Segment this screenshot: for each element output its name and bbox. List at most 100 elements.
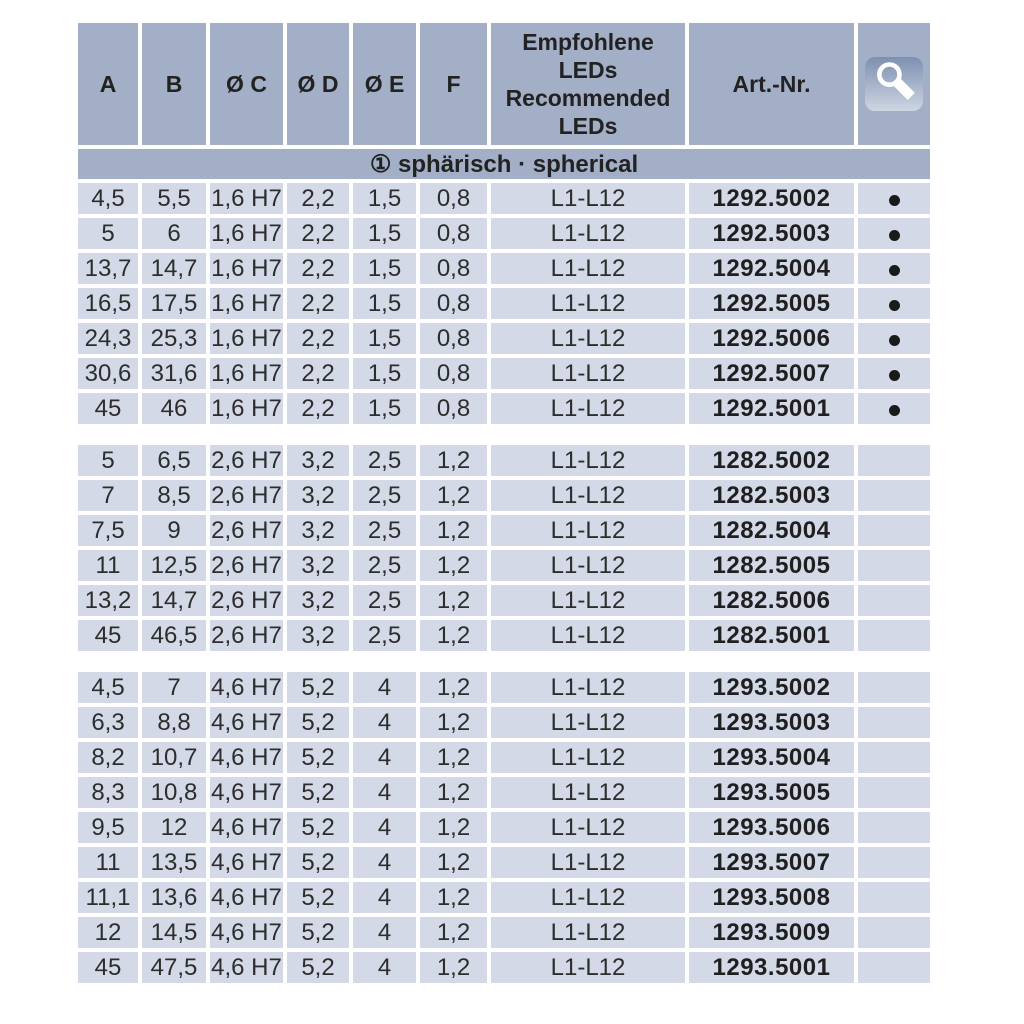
magnifier-icon — [872, 59, 916, 109]
cell-diameter-e: 4 — [353, 952, 416, 983]
cell-f: 1,2 — [420, 707, 487, 738]
col-header-a: A — [78, 23, 138, 145]
cell-diameter-c: 2,6 H7 — [210, 550, 283, 581]
cell-art-nr: 1293.5003 — [689, 707, 854, 738]
cell-availability — [858, 183, 930, 214]
cell-diameter-e: 2,5 — [353, 620, 416, 651]
cell-diameter-d: 2,2 — [287, 183, 349, 214]
cell-diameter-e: 2,5 — [353, 445, 416, 476]
cell-diameter-e: 4 — [353, 742, 416, 773]
cell-a: 9,5 — [78, 812, 138, 843]
cell-diameter-d: 3,2 — [287, 445, 349, 476]
cell-a: 13,7 — [78, 253, 138, 284]
cell-availability — [858, 218, 930, 249]
cell-b: 46,5 — [142, 620, 206, 651]
cell-art-nr: 1292.5002 — [689, 183, 854, 214]
cell-a: 7 — [78, 480, 138, 511]
cell-b: 9 — [142, 515, 206, 546]
cell-f: 1,2 — [420, 515, 487, 546]
group-spacer — [78, 428, 930, 441]
cell-diameter-c: 2,6 H7 — [210, 585, 283, 616]
cell-a: 4,5 — [78, 672, 138, 703]
cell-b: 8,8 — [142, 707, 206, 738]
cell-diameter-c: 4,6 H7 — [210, 917, 283, 948]
cell-a: 6,3 — [78, 707, 138, 738]
cell-diameter-c: 1,6 H7 — [210, 288, 283, 319]
availability-dot-icon — [888, 334, 900, 346]
cell-diameter-e: 2,5 — [353, 585, 416, 616]
cell-diameter-d: 2,2 — [287, 288, 349, 319]
cell-recommended-leds: L1-L12 — [491, 620, 685, 651]
cell-diameter-e: 1,5 — [353, 253, 416, 284]
col-header-search — [858, 23, 930, 145]
cell-diameter-c: 4,6 H7 — [210, 707, 283, 738]
cell-b: 17,5 — [142, 288, 206, 319]
cell-art-nr: 1292.5007 — [689, 358, 854, 389]
magnifier-button[interactable] — [865, 57, 923, 111]
cell-diameter-c: 1,6 H7 — [210, 393, 283, 424]
cell-f: 1,2 — [420, 672, 487, 703]
cell-diameter-c: 4,6 H7 — [210, 672, 283, 703]
cell-availability — [858, 253, 930, 284]
cell-a: 4,5 — [78, 183, 138, 214]
table-header: A B Ø C Ø D Ø E F Empfohlene LEDs Recomm… — [78, 23, 930, 179]
cell-availability — [858, 882, 930, 913]
cell-b: 13,5 — [142, 847, 206, 878]
cell-f: 1,2 — [420, 550, 487, 581]
cell-a: 11,1 — [78, 882, 138, 913]
cell-diameter-d: 5,2 — [287, 742, 349, 773]
cell-f: 0,8 — [420, 183, 487, 214]
table-row: 6,3 8,8 4,6 H7 5,2 4 1,2 L1-L12 1293.500… — [78, 707, 930, 738]
cell-recommended-leds: L1-L12 — [491, 323, 685, 354]
cell-f: 1,2 — [420, 480, 487, 511]
availability-dot-icon — [888, 369, 900, 381]
cell-diameter-d: 5,2 — [287, 707, 349, 738]
led-spec-table: A B Ø C Ø D Ø E F Empfohlene LEDs Recomm… — [74, 19, 934, 987]
table-row: 45 46,5 2,6 H7 3,2 2,5 1,2 L1-L12 1282.5… — [78, 620, 930, 651]
cell-art-nr: 1292.5003 — [689, 218, 854, 249]
cell-diameter-c: 1,6 H7 — [210, 358, 283, 389]
cell-availability — [858, 323, 930, 354]
cell-f: 0,8 — [420, 218, 487, 249]
cell-diameter-e: 1,5 — [353, 393, 416, 424]
cell-diameter-c: 1,6 H7 — [210, 183, 283, 214]
cell-b: 31,6 — [142, 358, 206, 389]
cell-f: 1,2 — [420, 445, 487, 476]
cell-recommended-leds: L1-L12 — [491, 288, 685, 319]
cell-recommended-leds: L1-L12 — [491, 445, 685, 476]
cell-diameter-c: 1,6 H7 — [210, 218, 283, 249]
cell-a: 11 — [78, 550, 138, 581]
section-header-spherical: ① sphärisch · spherical — [78, 149, 930, 179]
cell-b: 10,7 — [142, 742, 206, 773]
table-row: 45 46 1,6 H7 2,2 1,5 0,8 L1-L12 1292.500… — [78, 393, 930, 424]
cell-art-nr: 1293.5009 — [689, 917, 854, 948]
cell-diameter-e: 2,5 — [353, 480, 416, 511]
cell-f: 1,2 — [420, 620, 487, 651]
cell-diameter-e: 1,5 — [353, 183, 416, 214]
cell-diameter-c: 2,6 H7 — [210, 620, 283, 651]
cell-f: 1,2 — [420, 585, 487, 616]
cell-art-nr: 1282.5003 — [689, 480, 854, 511]
cell-diameter-e: 1,5 — [353, 358, 416, 389]
cell-a: 30,6 — [78, 358, 138, 389]
cell-b: 14,7 — [142, 253, 206, 284]
cell-diameter-e: 4 — [353, 672, 416, 703]
cell-recommended-leds: L1-L12 — [491, 253, 685, 284]
group-spacer — [78, 655, 930, 668]
cell-diameter-c: 4,6 H7 — [210, 882, 283, 913]
cell-diameter-d: 3,2 — [287, 480, 349, 511]
cell-diameter-d: 5,2 — [287, 812, 349, 843]
cell-diameter-e: 4 — [353, 882, 416, 913]
table-row: 9,5 12 4,6 H7 5,2 4 1,2 L1-L12 1293.5006 — [78, 812, 930, 843]
cell-availability — [858, 550, 930, 581]
cell-diameter-d: 2,2 — [287, 218, 349, 249]
table-row: 4,5 7 4,6 H7 5,2 4 1,2 L1-L12 1293.5002 — [78, 672, 930, 703]
cell-recommended-leds: L1-L12 — [491, 515, 685, 546]
cell-availability — [858, 445, 930, 476]
cell-diameter-d: 5,2 — [287, 917, 349, 948]
cell-a: 8,2 — [78, 742, 138, 773]
table-row: 11 13,5 4,6 H7 5,2 4 1,2 L1-L12 1293.500… — [78, 847, 930, 878]
cell-b: 6,5 — [142, 445, 206, 476]
cell-a: 5 — [78, 445, 138, 476]
